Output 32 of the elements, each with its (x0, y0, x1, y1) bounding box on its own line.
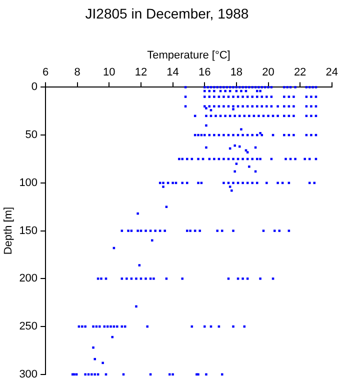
x-tick-label: 22 (294, 66, 306, 79)
point (203, 90, 206, 92)
x-tick-label: 14 (166, 66, 179, 79)
point (203, 325, 206, 328)
y-tick-label: 50 (25, 129, 38, 142)
x-tick-label: 20 (262, 66, 274, 79)
y-tick-label: 250 (19, 320, 38, 333)
x-tick-label: 18 (230, 66, 243, 79)
y-tick-label: 0 (31, 81, 38, 94)
y-tick-label: 100 (19, 176, 38, 189)
x-tick-label: 6 (42, 66, 49, 79)
x-tick-label: 24 (326, 66, 338, 79)
y-tick-label: 150 (19, 224, 38, 237)
point (256, 90, 258, 92)
x-tick-label: 8 (74, 66, 80, 79)
x-tick-label: 12 (134, 66, 148, 79)
y-axis-title: Depth [m] (2, 206, 15, 255)
point (203, 134, 206, 136)
point (256, 182, 258, 184)
point (256, 134, 258, 136)
y-tick-label: 300 (19, 368, 38, 380)
point (238, 114, 241, 118)
x-axis-title: Temperature [°C] (147, 49, 230, 62)
point (256, 158, 258, 160)
x-tick-label: 10 (103, 66, 116, 79)
point (220, 373, 224, 376)
point (186, 158, 188, 160)
point (186, 182, 188, 184)
point (238, 145, 241, 148)
chart-title: JI2805 in December, 1988 (85, 5, 249, 22)
x-tick-label: 16 (198, 66, 211, 79)
y-tick-label: 200 (19, 272, 38, 285)
